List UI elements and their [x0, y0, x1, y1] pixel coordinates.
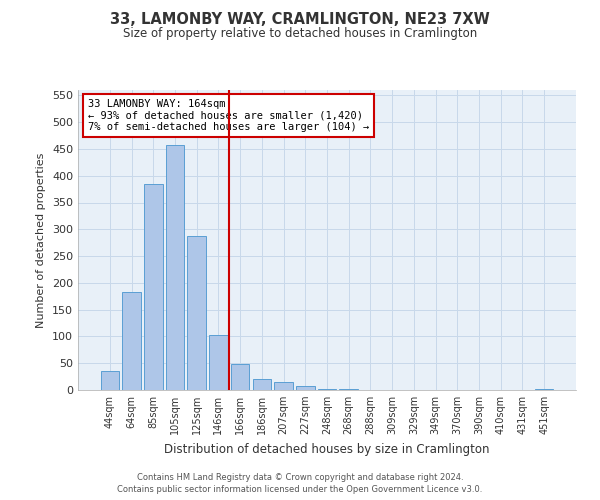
- Text: Contains HM Land Registry data © Crown copyright and database right 2024.: Contains HM Land Registry data © Crown c…: [137, 472, 463, 482]
- Bar: [274, 382, 293, 390]
- Text: Size of property relative to detached houses in Cramlington: Size of property relative to detached ho…: [123, 28, 477, 40]
- Bar: [187, 236, 206, 390]
- Bar: [318, 389, 336, 390]
- Y-axis label: Number of detached properties: Number of detached properties: [37, 152, 46, 328]
- Text: 33 LAMONBY WAY: 164sqm
← 93% of detached houses are smaller (1,420)
7% of semi-d: 33 LAMONBY WAY: 164sqm ← 93% of detached…: [88, 99, 369, 132]
- Text: Distribution of detached houses by size in Cramlington: Distribution of detached houses by size …: [164, 442, 490, 456]
- Text: Contains public sector information licensed under the Open Government Licence v3: Contains public sector information licen…: [118, 485, 482, 494]
- Bar: [253, 380, 271, 390]
- Bar: [122, 292, 141, 390]
- Bar: [209, 335, 227, 390]
- Bar: [296, 386, 314, 390]
- Bar: [144, 184, 163, 390]
- Bar: [231, 364, 250, 390]
- Bar: [101, 371, 119, 390]
- Bar: [166, 144, 184, 390]
- Text: 33, LAMONBY WAY, CRAMLINGTON, NE23 7XW: 33, LAMONBY WAY, CRAMLINGTON, NE23 7XW: [110, 12, 490, 28]
